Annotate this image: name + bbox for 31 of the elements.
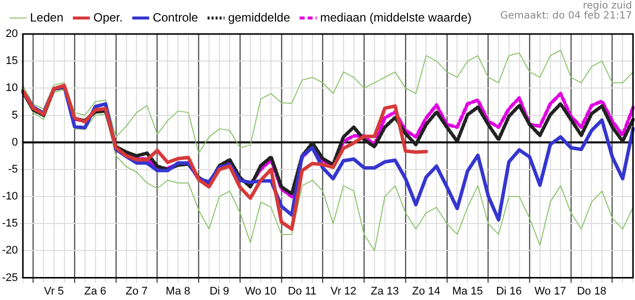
y-tick-label: -25: [2, 272, 18, 284]
y-tick-label: 20: [6, 28, 18, 40]
legend-label: Controle: [152, 10, 198, 24]
legend-label: Oper.: [93, 10, 123, 24]
x-tick-label: Za 6: [84, 285, 106, 298]
x-tick-label: Do 18: [576, 285, 606, 298]
y-tick-label: -5: [8, 163, 18, 176]
y-tick-label: 15: [6, 55, 18, 68]
y-tick-label: 0: [12, 136, 18, 148]
x-tick-label: Di 16: [496, 285, 522, 298]
legend-label: gemiddelde: [228, 10, 290, 24]
x-tick-label: Ma 8: [166, 285, 190, 298]
legend-label: Leden: [30, 10, 64, 24]
legend-label: mediaan (middelste waarde): [320, 10, 472, 24]
x-tick-label: Wo 10: [244, 285, 277, 298]
x-tick-label: Wo 17: [534, 285, 566, 298]
x-tick-label: Vr 5: [44, 285, 64, 298]
y-tick-label: 5: [12, 109, 18, 122]
y-tick-label: -10: [2, 190, 18, 203]
x-tick-label: Di 9: [210, 285, 230, 298]
text: Gemaakt: do 04 feb 21:17: [500, 10, 632, 22]
y-tick-label: -15: [2, 218, 18, 230]
y-tick-label: 10: [6, 82, 18, 94]
x-tick-label: Vr 12: [330, 285, 356, 298]
text: regio zuid: [582, 0, 632, 12]
x-tick-label: Za 13: [370, 285, 399, 298]
x-tick-label: Do 11: [288, 285, 316, 298]
x-tick-label: Ma 15: [452, 285, 483, 298]
x-tick-label: Zo 14: [412, 285, 440, 298]
x-tick-label: Zo 7: [126, 285, 148, 298]
y-tick-label: -20: [2, 244, 18, 257]
